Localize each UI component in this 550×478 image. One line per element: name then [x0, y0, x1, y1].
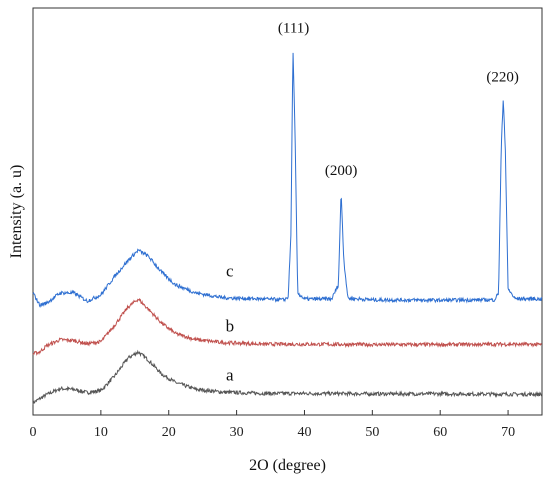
x-tick-label: 50: [365, 425, 379, 440]
series-layer: [32, 52, 543, 405]
peak-label: (220): [486, 69, 519, 85]
series-label-c: c: [226, 262, 234, 281]
series-label-a: a: [226, 365, 234, 384]
x-tick-label: 60: [433, 425, 447, 440]
x-tick-label: 70: [501, 425, 515, 440]
plot-area: [32, 7, 543, 416]
y-axis-title: Intensity (a. u): [8, 165, 25, 259]
x-tick-label: 10: [94, 425, 108, 440]
peak-annotations: (111) (200) (220): [278, 20, 519, 178]
series-label-b: b: [226, 317, 235, 336]
x-tick-label: 20: [162, 425, 176, 440]
x-tick-label: 40: [297, 425, 311, 440]
x-tick-label: 0: [30, 425, 37, 440]
plot-frame: [32, 7, 543, 416]
x-axis-title: 2O (degree): [249, 457, 326, 474]
series-line-a: [32, 349, 543, 405]
series-labels: c b a: [226, 262, 235, 385]
series-line-b: [32, 297, 542, 356]
x-axis-ticks: 0 10 20 30 40 50 60 70: [30, 410, 515, 440]
series-line-c: [32, 52, 543, 308]
peak-label: (200): [325, 163, 358, 179]
peak-label: (111): [278, 20, 309, 36]
x-tick-label: 30: [230, 425, 244, 440]
